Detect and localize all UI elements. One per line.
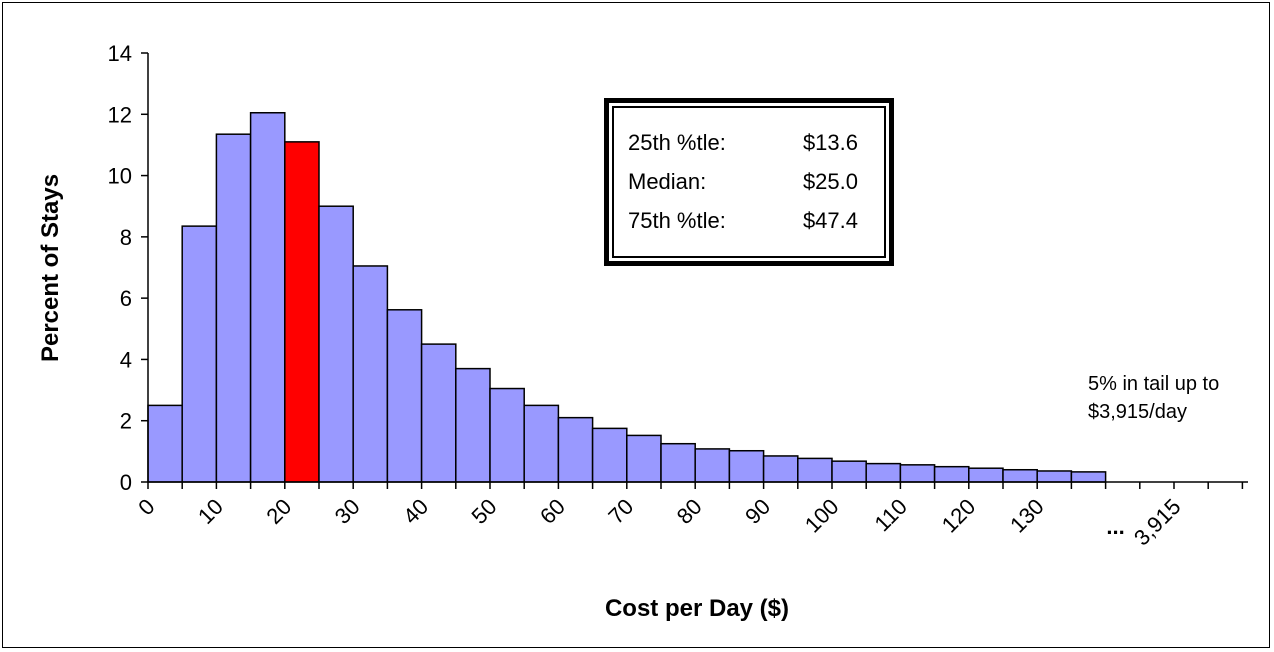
x-tick-label: 110 (869, 494, 911, 536)
axes-group (147, 53, 1248, 483)
x-tick-label: 80 (672, 494, 707, 529)
stat-label-p25: 25th %tle: (628, 130, 726, 155)
x-ticks-group: 0 10 20 30 40 50 60 70 80 90 100 110 120 130... 3,915 (133, 482, 1244, 551)
bar (318, 205, 354, 483)
bar (626, 434, 662, 483)
stat-value-median: $25.0 (803, 169, 858, 194)
x-tick-label: 0 (133, 494, 159, 520)
y-axis-title: Percent of Stays (37, 174, 64, 362)
y-tick-label: 6 (120, 286, 132, 311)
stat-label-p75: 75th %tle: (628, 208, 726, 233)
bar (694, 448, 731, 483)
bar (557, 416, 594, 483)
bar (865, 462, 902, 483)
bar (249, 112, 286, 483)
tail-note-line-2: $3,915/day (1088, 401, 1187, 423)
stats-box-body (614, 108, 884, 256)
bar (489, 387, 525, 483)
bar (420, 343, 457, 483)
x-tick-label: 130 (1005, 494, 1049, 538)
y-ticks-group: 0 2 4 6 8 10 12 14 (108, 41, 148, 495)
bar (215, 133, 252, 483)
bar (352, 265, 389, 483)
y-tick-label: 0 (120, 470, 132, 495)
x-tick-label-ellipsis: ... (1106, 514, 1124, 539)
bar (147, 404, 183, 483)
stat-label-median: Median: (628, 169, 706, 194)
x-tick-label: 120 (937, 494, 981, 538)
x-axis-title: Cost per Day ($) (605, 595, 789, 622)
x-tick-label: 30 (330, 494, 365, 529)
bar (523, 404, 560, 483)
x-tick-label: 90 (740, 494, 775, 529)
y-tick-label: 10 (108, 164, 132, 189)
x-tick-label: 50 (467, 494, 502, 529)
stat-value-p75: $47.4 (803, 208, 858, 233)
bar-highlighted (284, 141, 320, 483)
y-tick-label: 12 (108, 102, 132, 127)
bar (797, 457, 833, 483)
x-tick-label: 10 (193, 494, 228, 529)
y-tick-label: 8 (120, 225, 132, 250)
y-tick-label: 14 (108, 41, 132, 66)
y-tick-label: 4 (120, 347, 132, 372)
bar (728, 449, 765, 483)
bar (968, 467, 1004, 483)
x-tick-label: 60 (535, 494, 570, 529)
bar (660, 442, 696, 483)
stats-box: 25th %tle: $13.6 Median: $25.0 75th %tle… (604, 98, 894, 266)
x-tick-label: 70 (603, 494, 638, 529)
stat-value-p25: $13.6 (803, 130, 858, 155)
y-tick-label: 2 (120, 409, 132, 434)
bar (933, 465, 970, 483)
bar (181, 225, 218, 483)
bar (1036, 470, 1073, 483)
x-tick-label: 100 (800, 494, 844, 538)
bar (455, 367, 491, 483)
bar (762, 455, 799, 483)
bar (1070, 471, 1107, 483)
bar (1002, 468, 1038, 483)
x-tick-label: 40 (398, 494, 433, 529)
bar (831, 460, 867, 483)
tail-note-line-1: 5% in tail up to (1088, 373, 1219, 395)
x-tick-label: 20 (261, 494, 296, 529)
bar (899, 464, 936, 483)
bar (386, 309, 423, 483)
x-tick-label: 3,915 (1129, 494, 1186, 551)
bar (591, 427, 628, 483)
